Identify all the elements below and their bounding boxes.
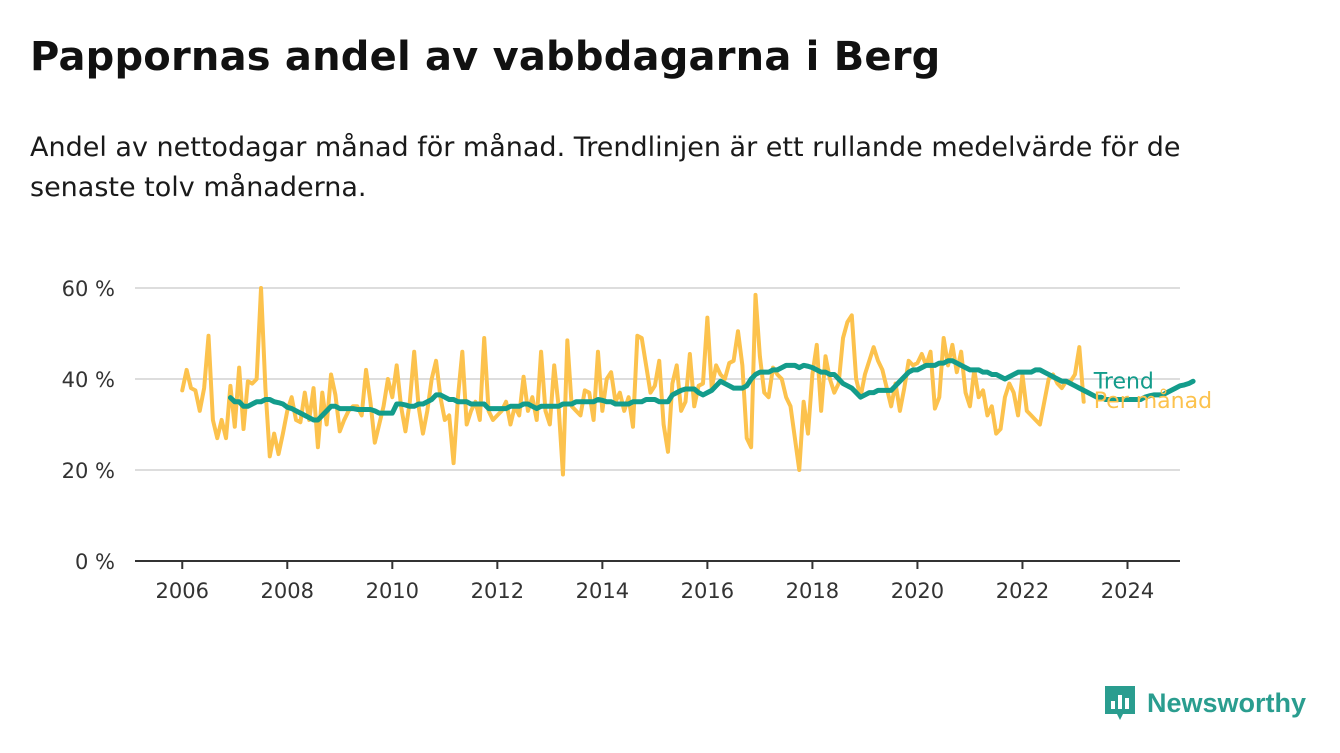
- x-tick-label: 2024: [1101, 579, 1154, 603]
- x-tick-label: 2020: [891, 579, 944, 603]
- brand-logo: Newsworthy: [1103, 683, 1306, 723]
- legend-label-per-manad: Per månad: [1094, 388, 1212, 414]
- x-tick-label: 2008: [261, 579, 314, 603]
- y-tick-label: 40 %: [62, 368, 115, 392]
- y-tick-label: 60 %: [62, 277, 115, 301]
- x-tick-label: 2022: [996, 579, 1049, 603]
- newsworthy-logo-icon: [1105, 686, 1135, 720]
- chart-title: Pappornas andel av vabbdagarna i Berg: [30, 34, 941, 80]
- x-tick-label: 2018: [786, 579, 839, 603]
- y-tick-label: 20 %: [62, 459, 115, 483]
- chart-subtitle: Andel av nettodagar månad för månad. Tre…: [30, 132, 1181, 203]
- x-tick-label: 2014: [576, 579, 629, 603]
- x-tick-label: 2006: [156, 579, 209, 603]
- series-line-trend: [227, 358, 1196, 423]
- x-tick-label: 2012: [471, 579, 524, 603]
- x-tick-label: 2016: [681, 579, 734, 603]
- y-tick-label: 0 %: [75, 550, 115, 574]
- x-tick-label: 2010: [366, 579, 419, 603]
- series-line-per-manad: [180, 286, 1086, 477]
- brand-name: Newsworthy: [1147, 687, 1307, 718]
- legend-label-trend: Trend: [1093, 369, 1154, 394]
